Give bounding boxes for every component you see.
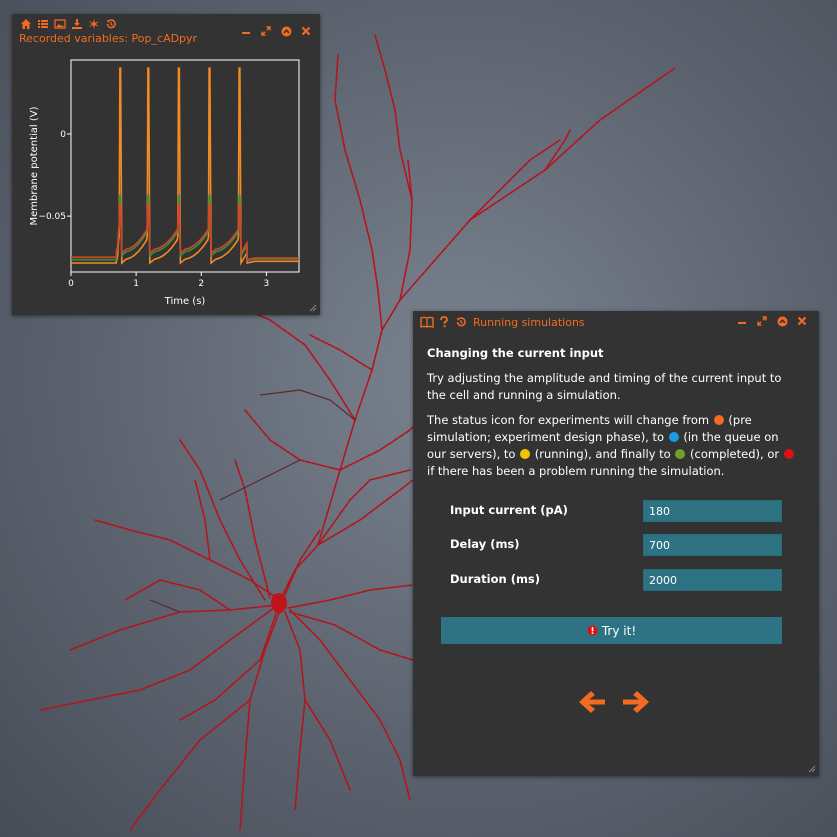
duration-label: Duration (ms) — [450, 572, 541, 586]
y-tick-label: −0.05 — [38, 212, 66, 222]
list-icon[interactable] — [36, 17, 50, 31]
tutorial-panel: Running simulations Changing the current… — [413, 311, 819, 776]
plot-toolbar — [19, 17, 118, 31]
tutorial-heading: Changing the current input — [427, 346, 604, 360]
minimize-icon[interactable] — [239, 24, 253, 38]
input-current-row: Input current (pA) — [450, 500, 783, 522]
home-icon[interactable] — [19, 17, 33, 31]
try-it-label: Try it! — [601, 623, 637, 638]
status-completed-dot-icon — [675, 449, 686, 459]
status-text-b: (pre simulation; experiment design phase… — [427, 413, 752, 444]
plot-area-frame — [70, 59, 300, 273]
history-icon[interactable] — [104, 17, 118, 31]
resize-handle-icon[interactable] — [808, 765, 816, 773]
input-current-label: Input current (pA) — [450, 503, 568, 517]
tutorial-paragraph-1: Try adjusting the amplitude and timing o… — [427, 371, 782, 402]
help-icon[interactable] — [437, 315, 451, 329]
trace-series-3 — [71, 203, 299, 261]
plot-panel: Recorded variables: Pop_cADpyr 0 1 2 3 0 −0.0… — [12, 14, 320, 315]
collapse-icon[interactable] — [775, 314, 789, 328]
tutorial-content: Changing the current input Try adjusting… — [427, 345, 801, 488]
close-icon[interactable] — [299, 24, 313, 38]
plot-title: Recorded variables: Pop_cADpyr — [19, 32, 198, 45]
plot-window-controls — [239, 24, 313, 38]
tutorial-paragraph-2: The status icon for experiments will cha… — [427, 412, 801, 480]
arrow-left-icon[interactable] — [577, 687, 607, 717]
status-text-e: (completed), or — [690, 447, 780, 461]
status-text-f: if there has been a problem running the … — [427, 464, 725, 478]
resize-handle-icon[interactable] — [309, 304, 317, 312]
y-axis-label: Membrane potential (V) — [29, 106, 40, 225]
arrow-right-icon[interactable] — [621, 687, 651, 717]
collapse-icon[interactable] — [279, 24, 293, 38]
tutorial-book-icon[interactable] — [420, 315, 434, 329]
x-axis-label: Time (s) — [164, 296, 206, 307]
tutorial-navigation — [577, 687, 651, 717]
tutorial-title: Running simulations — [473, 315, 585, 329]
minimize-icon[interactable] — [735, 314, 749, 328]
delay-label: Delay (ms) — [450, 537, 520, 551]
status-running-dot-icon — [520, 449, 531, 459]
status-text-c: (in the queue on our servers), to — [427, 430, 779, 461]
delay-field[interactable] — [643, 534, 782, 556]
history-icon[interactable] — [454, 315, 468, 329]
error-status-icon — [587, 625, 598, 636]
status-text-d: (running), and finally to — [534, 447, 671, 461]
spark-icon[interactable] — [87, 17, 101, 31]
maximize-icon[interactable] — [259, 24, 273, 38]
close-icon[interactable] — [795, 314, 809, 328]
tutorial-window-controls — [735, 314, 809, 328]
membrane-potential-chart[interactable]: 0 1 2 3 0 −0.05 Time (s) Membrane potential (V) — [12, 14, 320, 315]
x-tick-label: 0 — [68, 279, 74, 289]
delay-row: Delay (ms) — [450, 534, 783, 556]
maximize-icon[interactable] — [755, 314, 769, 328]
y-tick-label: 0 — [60, 130, 66, 140]
status-text-a: The status icon for experiments will cha… — [427, 413, 710, 427]
image-icon[interactable] — [53, 17, 67, 31]
download-icon[interactable] — [70, 17, 84, 31]
tutorial-header: Running simulations — [420, 314, 585, 330]
duration-row: Duration (ms) — [450, 569, 783, 591]
x-tick-label: 2 — [198, 279, 204, 289]
neuron-soma — [271, 593, 287, 613]
status-error-dot-icon — [783, 449, 794, 459]
x-tick-label: 3 — [264, 279, 270, 289]
x-tick-label: 1 — [133, 279, 139, 289]
try-it-button[interactable]: Try it! — [441, 617, 782, 644]
duration-field[interactable] — [643, 569, 782, 591]
status-queued-dot-icon — [668, 432, 679, 442]
input-current-field[interactable] — [643, 500, 782, 522]
status-pre-simulation-dot-icon — [713, 415, 724, 425]
